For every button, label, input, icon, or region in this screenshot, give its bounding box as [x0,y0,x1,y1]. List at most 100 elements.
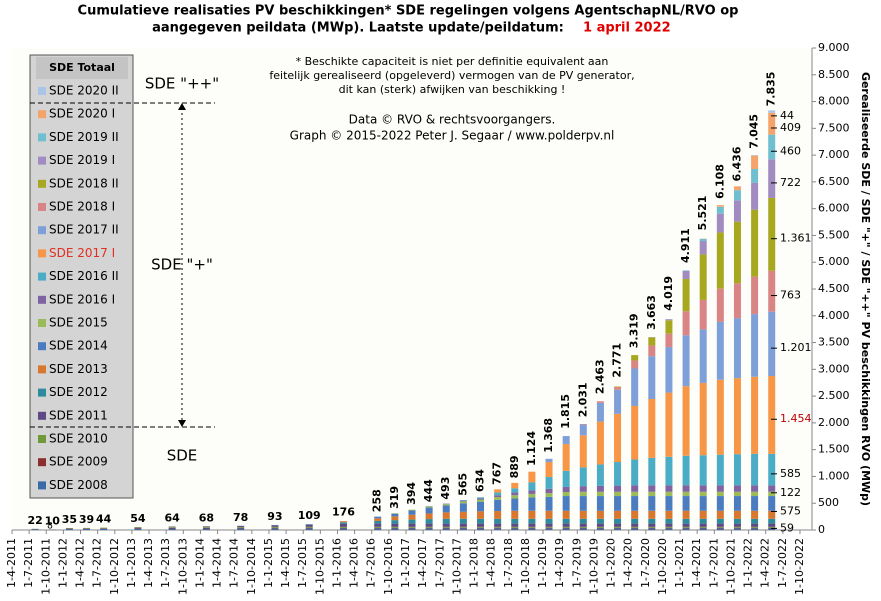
note: dit kan (sterk) afwijken van beschikking… [339,83,566,96]
bar-segment [631,496,639,511]
bar-segment [477,528,485,530]
total-label: 3.663 [645,295,658,330]
bar-segment [716,379,724,455]
bar-segment [528,523,536,527]
bar-segment [733,221,741,284]
bar-segment [733,485,741,492]
bar-segment [442,518,450,524]
bar-segment [768,134,776,160]
bar-segment [631,485,639,492]
bar-segment [391,523,399,527]
total-label: 4.911 [679,228,692,263]
total-label: 64 [165,512,181,525]
legend-label: SDE 2009 [49,455,108,469]
y-tick-label: 5.000 [818,255,850,268]
bar-segment [751,526,759,528]
y-tick-label: 6.500 [818,175,850,188]
bar-segment [477,518,485,524]
bar-segment [545,528,553,530]
bar-segment [648,399,656,458]
x-tick-label: 1-10-2022 [793,538,806,595]
bar-segment [545,458,553,463]
bar-segment [511,523,519,527]
bar-segment [751,518,759,524]
bar-segment [768,159,776,198]
bar-segment [631,459,639,486]
bar-segment [545,526,553,528]
legend-label: SDE 2018 I [49,200,115,214]
x-tick-label: 1-1-2017 [399,538,412,588]
x-tick-label: 1-10-2011 [39,538,52,595]
bar-segment [339,521,347,523]
bar-segment [751,510,759,519]
legend-swatch [38,295,46,304]
bar-segment [305,528,313,530]
bar-segment [751,485,759,492]
bar-segment [614,389,622,414]
bar-segment [682,311,690,336]
x-tick-label: 1-7-2018 [502,538,515,588]
bar-segment [374,527,382,529]
bar-segment [768,528,776,530]
x-tick-label: 1-7-2017 [433,538,446,588]
x-tick-label: 1-7-2022 [776,538,789,588]
bar-segment [768,485,776,492]
bar-segment [699,518,707,524]
bar-segment [545,493,553,497]
segment-label: 722 [780,176,801,189]
bar-segment [545,477,553,489]
bar-segment [596,526,604,528]
bar-segment [631,518,639,524]
segment-label: 460 [780,144,801,157]
total-label: 634 [474,469,487,492]
bar-segment [699,527,707,529]
bar-segment [271,526,279,528]
bar-segment [339,528,347,530]
legend-label: SDE 2019 II [49,130,119,144]
bar-segment [562,528,570,530]
bar-segment [579,510,587,519]
bar-segment [511,518,519,524]
bar-segment [339,526,347,528]
bar-segment [596,510,604,519]
bar-segment [768,510,776,519]
bar-segment [408,527,416,529]
bar-segment [562,486,570,493]
bar-segment [134,527,142,529]
total-label: 2.031 [576,382,589,417]
bar-segment [751,168,759,183]
legend-label: SDE 2019 I [49,153,115,167]
legend-title-bg [36,57,128,79]
bar-segment [768,110,776,113]
bar-segment [511,527,519,529]
legend-label: SDE 2018 II [49,176,119,190]
bar-segment [699,329,707,383]
bar-segment [596,491,604,497]
y-tick-label: 7.000 [818,148,850,161]
bar-segment [682,526,690,528]
bar-segment [477,527,485,529]
bar-segment [751,491,759,497]
bar-segment [751,155,759,156]
bar-segment [100,528,108,530]
bar-segment [665,527,673,529]
x-tick-label: 1-1-2022 [742,538,755,588]
bar-segment [751,314,759,377]
x-tick-label: 1-10-2021 [724,538,737,595]
x-tick-label: 1-4-2016 [348,538,361,588]
bar-segment [716,518,724,524]
bar-segment [374,520,382,524]
bar-segment [494,511,502,519]
legend-label: SDE 2017 II [49,223,119,237]
bar-segment [339,522,347,524]
bar-segment [442,523,450,527]
bar-segment [305,524,313,525]
bar-segment [699,485,707,492]
bar-segment [442,504,450,506]
bar-segment [408,523,416,527]
bar-segment [631,360,639,369]
bar-segment [596,523,604,527]
x-tick-label: 1-1-2018 [468,538,481,588]
bar-segment [751,453,759,486]
